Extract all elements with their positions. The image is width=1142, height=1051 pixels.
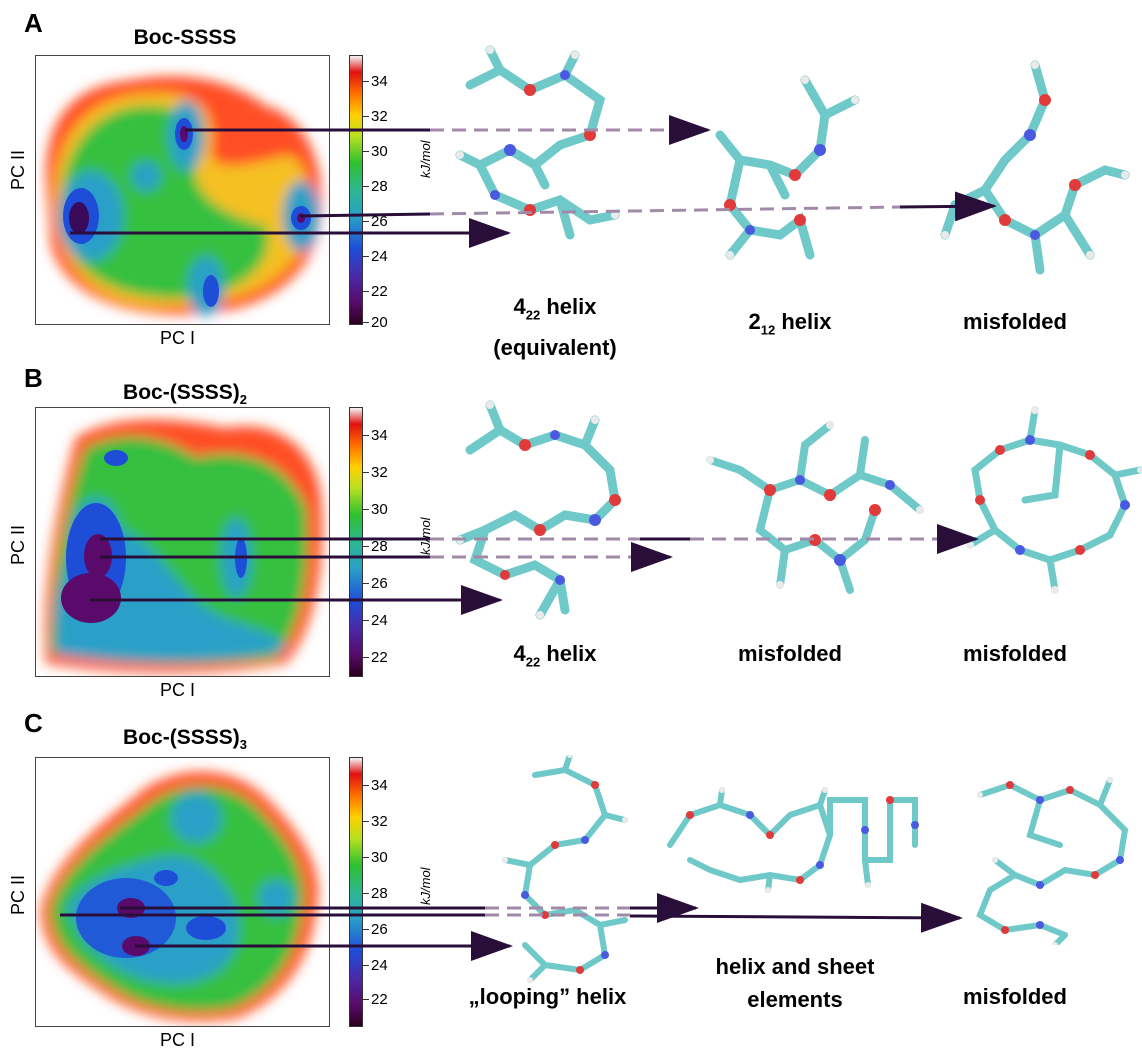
colorbar-tick (363, 116, 369, 117)
conformation-label: helix and sheet elements (715, 954, 875, 1012)
conformation-label: misfolded (963, 641, 1067, 666)
colorbar-tick (363, 785, 369, 786)
conformation-label: misfolded (963, 984, 1067, 1009)
colorbar-tick (363, 929, 369, 930)
colorbar-tick (363, 221, 369, 222)
colorbar-tick-label: 28 (371, 178, 388, 195)
structure-helix-and-sheet (660, 785, 930, 895)
panel-letter: A (24, 8, 43, 38)
arrows (60, 893, 963, 961)
pc1-axis-label: PC I (160, 328, 196, 348)
colorbar-tick-label: 24 (371, 248, 388, 265)
colorbar-tick (363, 965, 369, 966)
colorbar-tick (363, 472, 369, 473)
colorbar-tick (363, 546, 369, 547)
colorbar-tick-label: 30 (371, 501, 388, 518)
colorbar-tick-label: 34 (371, 73, 388, 90)
arrows (70, 115, 997, 248)
colorbar-tick (363, 657, 369, 658)
colorbar-tick-label: 26 (371, 575, 388, 592)
pc1-axis-label: PC I (160, 1030, 196, 1050)
colorbar-tick (363, 999, 369, 1000)
colorbar-tick-label: 26 (371, 921, 388, 938)
colorbar-tick-label: 22 (371, 991, 388, 1008)
conformation-label: misfolded (738, 641, 842, 666)
colorbar-tick (363, 256, 369, 257)
pc1-axis-label: PC I (160, 680, 196, 700)
panel-title: Boc-(SSSS)2 (123, 381, 247, 408)
colorbar-tick-label: 32 (371, 464, 388, 481)
structure-2-12-helix (690, 55, 870, 275)
panel-a: A Boc-SSSS PC II PC (0, 0, 1142, 360)
colorbar-tick-label: 32 (371, 813, 388, 830)
conformation-label: 212 helix (748, 309, 832, 338)
colorbar-tick (363, 435, 369, 436)
free-energy-landscape (35, 757, 330, 1027)
colorbar (349, 407, 363, 677)
colorbar-tick-label: 32 (371, 108, 388, 125)
colorbar-tick-label: 34 (371, 777, 388, 794)
free-energy-landscape (35, 55, 330, 325)
panel-letter: B (24, 363, 43, 393)
colorbar-tick (363, 821, 369, 822)
panel-c: C Boc-(SSSS)3 PC II PC I 34 32 30 28 26 … (0, 700, 1142, 1050)
colorbar-tick-label: 28 (371, 538, 388, 555)
colorbar-tick-label: 34 (371, 427, 388, 444)
panel-letter: C (24, 708, 43, 738)
colorbar-tick-label: 20 (371, 314, 388, 331)
colorbar-tick (363, 620, 369, 621)
conformation-label: misfolded (963, 309, 1067, 334)
colorbar-tick-label: 22 (371, 283, 388, 300)
colorbar-tick-label: 22 (371, 649, 388, 666)
free-energy-landscape (35, 407, 330, 677)
colorbar-tick (363, 151, 369, 152)
conformation-label: „looping” helix (468, 984, 627, 1009)
colorbar-tick (363, 291, 369, 292)
colorbar-tick-label: 28 (371, 885, 388, 902)
conformation-label: 422 helix (equivalent) (493, 294, 617, 361)
colorbar-tick (363, 857, 369, 858)
colorbar-tick (363, 583, 369, 584)
colorbar-tick (363, 81, 369, 82)
arrows (90, 524, 979, 615)
colorbar-tick (363, 893, 369, 894)
structure-misfolded (955, 400, 1142, 600)
colorbar-tick-label: 24 (371, 957, 388, 974)
colorbar-tick (363, 322, 369, 323)
colorbar (349, 55, 363, 325)
colorbar-tick-label: 24 (371, 612, 388, 629)
structure-looping-helix (485, 755, 635, 985)
colorbar-tick-label: 30 (371, 143, 388, 160)
structure-misfolded (690, 400, 940, 610)
panel-title: Boc-(SSSS)3 (123, 726, 247, 753)
colorbar-tick-label: 26 (371, 213, 388, 230)
panel-title: Boc-SSSS (133, 26, 237, 49)
colorbar (349, 757, 363, 1027)
structure-misfolded (960, 765, 1140, 945)
colorbar-tick (363, 509, 369, 510)
conformation-label: 422 helix (513, 641, 597, 670)
panel-b: B Boc-(SSSS)2 PC II PC I 34 32 30 28 26 … (0, 355, 1142, 700)
colorbar-tick-label: 30 (371, 849, 388, 866)
colorbar-tick (363, 186, 369, 187)
structure-4-22-helix (445, 390, 645, 630)
